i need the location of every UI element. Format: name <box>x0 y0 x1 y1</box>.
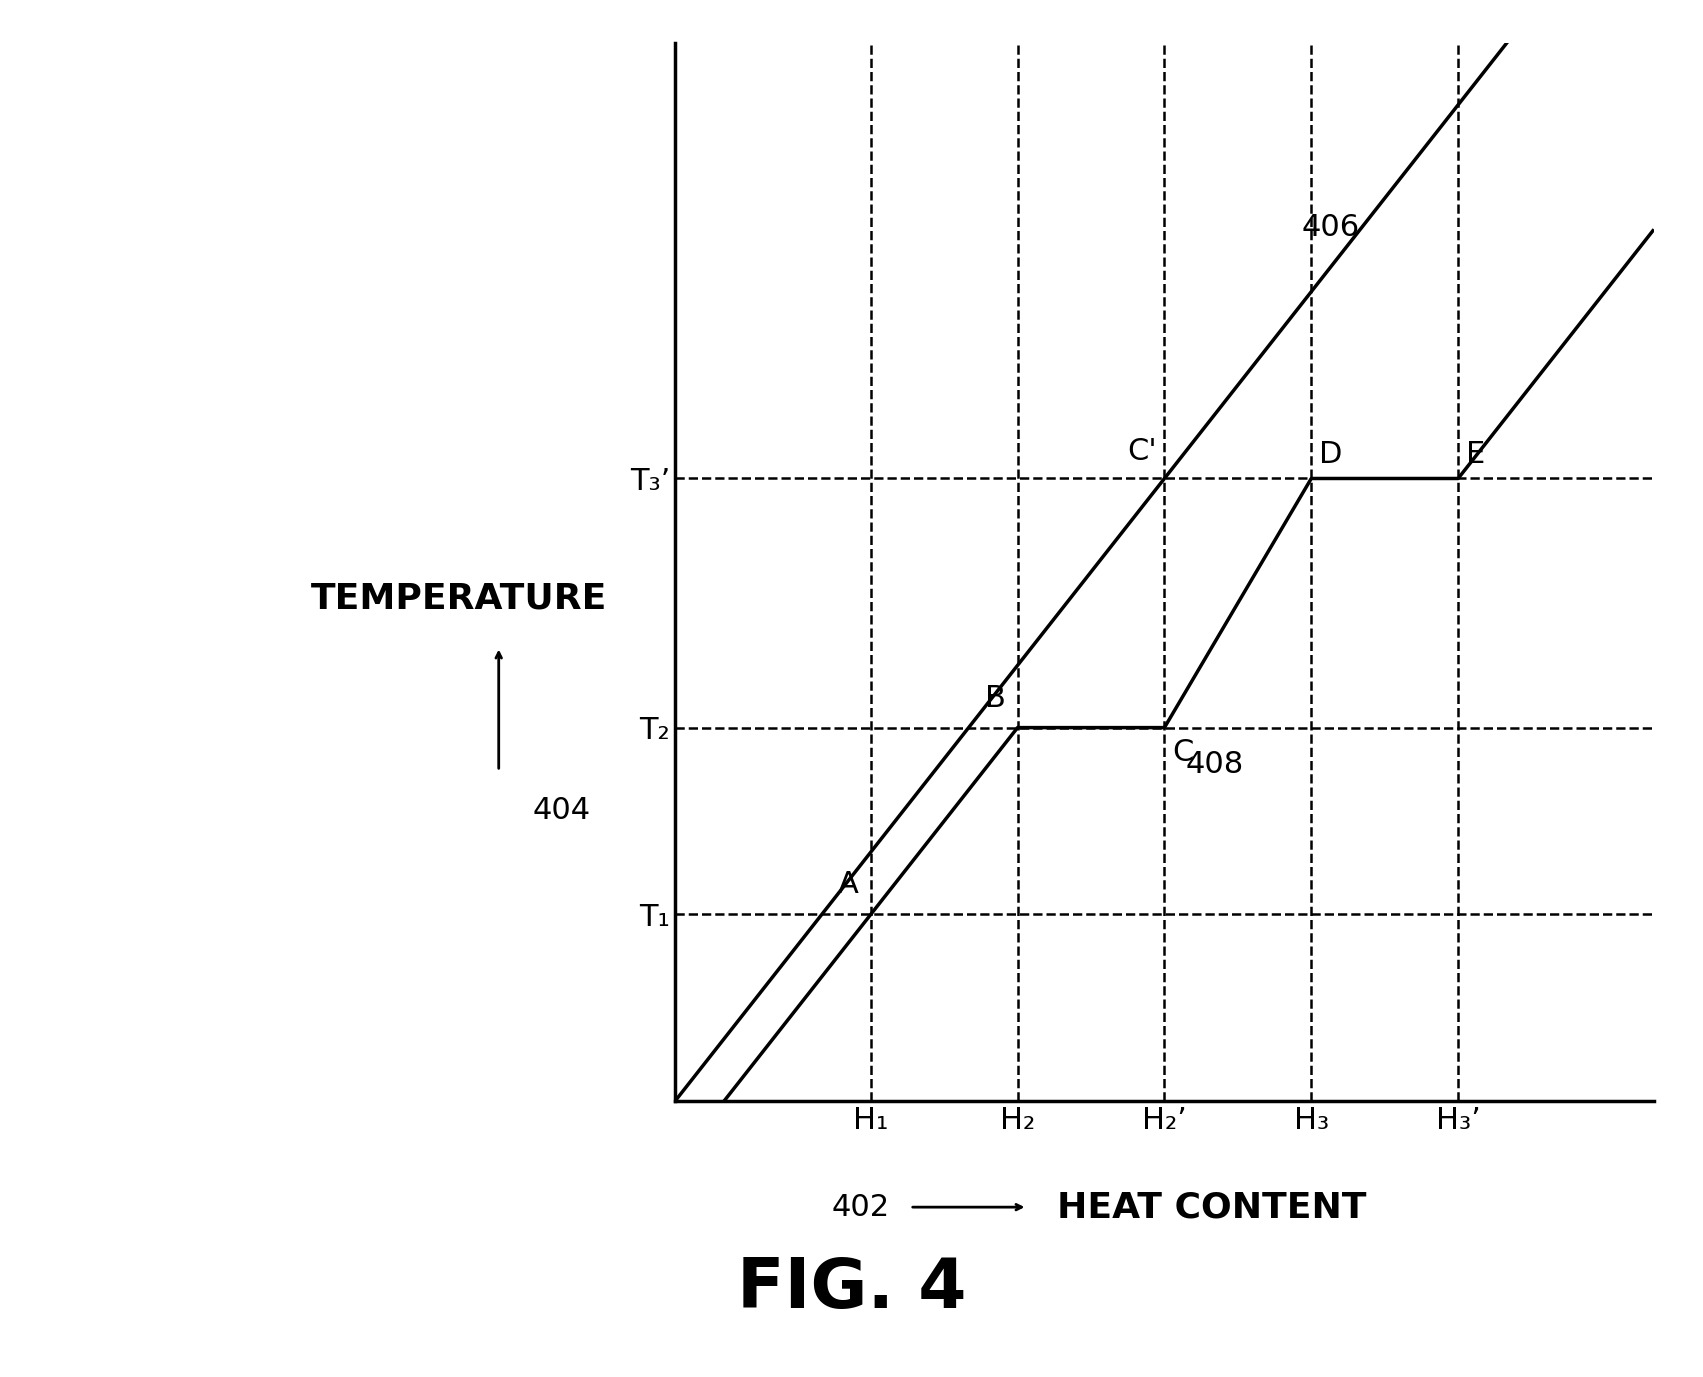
Text: FIG. 4: FIG. 4 <box>737 1254 966 1322</box>
Text: TEMPERATURE: TEMPERATURE <box>312 581 608 616</box>
Text: 406: 406 <box>1301 213 1359 242</box>
Text: HEAT CONTENT: HEAT CONTENT <box>1058 1190 1366 1224</box>
Text: 404: 404 <box>533 796 591 825</box>
Text: 408: 408 <box>1185 750 1245 779</box>
Text: A: A <box>838 870 858 899</box>
Text: E: E <box>1466 439 1485 468</box>
Text: 402: 402 <box>831 1192 889 1221</box>
Text: D: D <box>1320 439 1342 468</box>
Text: C: C <box>1172 738 1194 767</box>
Text: C': C' <box>1127 437 1156 465</box>
Text: B: B <box>984 683 1006 713</box>
